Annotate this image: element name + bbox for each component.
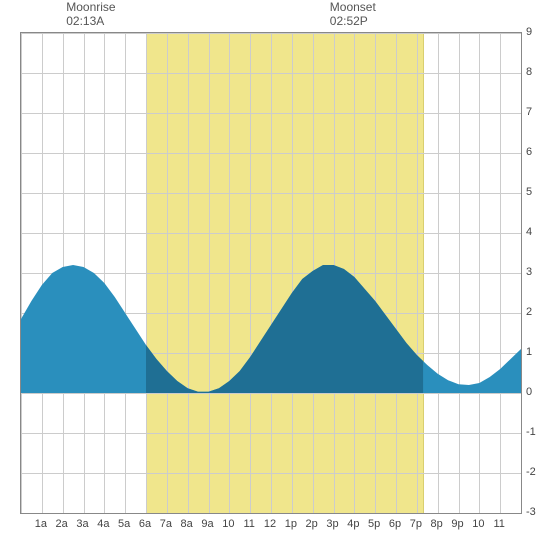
x-tick-label: 2p [306, 518, 318, 530]
x-tick-label: 9a [201, 518, 213, 530]
x-tick-label: 6p [389, 518, 401, 530]
x-tick-label: 11 [243, 518, 254, 530]
y-tick-label: 7 [526, 106, 532, 118]
x-tick-label: 10 [222, 518, 234, 530]
tide-area-day [146, 265, 423, 393]
y-tick-label: 1 [526, 346, 532, 358]
x-tick-label: 3p [326, 518, 338, 530]
y-tick-label: -3 [526, 506, 536, 518]
x-tick-label: 5a [118, 518, 130, 530]
x-tick-label: 4p [347, 518, 359, 530]
moonset-title: Moonset [330, 0, 376, 14]
moonrise-time: 02:13A [66, 14, 115, 28]
y-tick-label: 3 [526, 266, 532, 278]
grid-v [521, 33, 522, 513]
x-tick-label: 10 [472, 518, 484, 530]
y-tick-label: 8 [526, 66, 532, 78]
moonrise-label: Moonrise 02:13A [66, 0, 115, 29]
x-tick-label: 1p [285, 518, 297, 530]
x-tick-label: 8p [431, 518, 443, 530]
y-tick-label: 6 [526, 146, 532, 158]
x-tick-label: 5p [368, 518, 380, 530]
x-tick-label: 4a [97, 518, 109, 530]
tide-areas [21, 33, 521, 513]
grid-h [21, 513, 521, 514]
y-tick-label: 0 [526, 386, 532, 398]
y-tick-label: 9 [526, 26, 532, 38]
moonset-label: Moonset 02:52P [330, 0, 376, 29]
x-tick-label: 7a [160, 518, 172, 530]
y-tick-label: 2 [526, 306, 532, 318]
y-tick-label: 5 [526, 186, 532, 198]
x-tick-label: 7p [410, 518, 422, 530]
moonrise-title: Moonrise [66, 0, 115, 14]
x-tick-label: 11 [493, 518, 504, 530]
tide-chart: Moonrise 02:13A Moonset 02:52P 1a 2a 3a 4a 5… [0, 0, 550, 550]
y-tick-label: -1 [526, 426, 536, 438]
y-tick-label: 4 [526, 226, 532, 238]
x-tick-label: 9p [451, 518, 463, 530]
x-tick-label: 12 [264, 518, 276, 530]
x-tick-label: 2a [56, 518, 68, 530]
y-tick-label: -2 [526, 466, 536, 478]
x-tick-label: 1a [35, 518, 47, 530]
x-tick-label: 6a [139, 518, 151, 530]
plot-area [20, 32, 522, 514]
moonset-time: 02:52P [330, 14, 376, 28]
x-tick-label: 8a [181, 518, 193, 530]
x-tick-label: 3a [76, 518, 88, 530]
